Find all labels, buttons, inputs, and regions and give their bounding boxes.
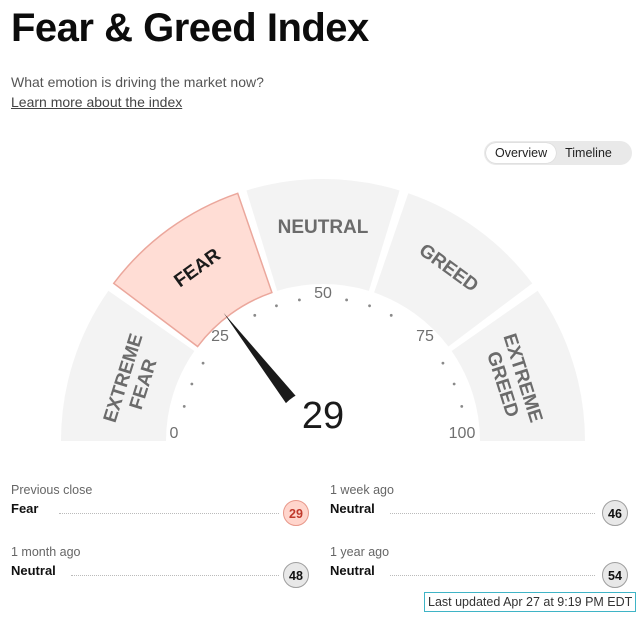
tick-dot xyxy=(460,405,464,408)
tick-dot xyxy=(452,382,456,386)
tick-dot xyxy=(441,361,445,365)
segment-fear xyxy=(112,192,273,348)
tick-dot xyxy=(368,304,371,308)
tick-dot xyxy=(275,304,278,308)
stat-previous-close: Previous close Fear 29 xyxy=(11,483,311,526)
stat-score-badge: 48 xyxy=(283,562,309,588)
stat-rating: Neutral xyxy=(330,501,375,516)
segment-greed xyxy=(374,193,533,347)
segment-neutral-label: NEUTRAL xyxy=(278,217,369,238)
page-subtitle: What emotion is driving the market now? xyxy=(11,74,264,90)
stat-label: 1 week ago xyxy=(330,483,394,497)
stat-leader-dots xyxy=(390,575,595,576)
tick-dot xyxy=(345,298,349,302)
overview-tab[interactable]: Overview xyxy=(486,143,557,163)
stat-1-month-ago: 1 month ago Neutral 48 xyxy=(11,545,311,588)
tick-dot xyxy=(389,313,393,317)
scale-label-0: 0 xyxy=(170,425,179,442)
fear-greed-gauge: EXTREMEFEARFEARNEUTRALGREEDEXTREMEGREED … xyxy=(61,178,585,450)
segment-neutral-label-line: NEUTRAL xyxy=(278,217,369,238)
stat-rating: Neutral xyxy=(11,563,56,578)
gauge-tick-dots xyxy=(182,298,464,408)
stat-rating: Fear xyxy=(11,501,39,516)
segment-extreme-greed xyxy=(451,290,585,441)
tick-dot xyxy=(190,382,194,386)
stat-score-badge: 54 xyxy=(602,562,628,588)
tick-dot xyxy=(253,313,257,317)
scale-label-25: 25 xyxy=(211,328,229,345)
last-updated-label: Last updated Apr 27 at 9:19 PM EDT xyxy=(424,592,636,612)
segment-extreme-fear xyxy=(61,290,195,441)
stat-label: 1 year ago xyxy=(330,545,390,559)
stat-score-badge: 29 xyxy=(283,500,309,526)
stat-leader-dots xyxy=(390,513,595,514)
stat-label: 1 month ago xyxy=(11,545,81,559)
stat-leader-dots xyxy=(71,575,279,576)
tick-dot xyxy=(297,298,301,302)
gauge-hub xyxy=(270,388,376,450)
scale-label-50: 50 xyxy=(314,285,332,302)
tick-dot xyxy=(201,361,205,365)
gauge-value: 29 xyxy=(302,395,344,437)
stat-1-week-ago: 1 week ago Neutral 46 xyxy=(330,483,630,526)
view-toggle: Overview Timeline xyxy=(484,141,632,165)
scale-label-100: 100 xyxy=(449,425,476,442)
timeline-tab[interactable]: Timeline xyxy=(565,146,612,160)
gauge-inner-area xyxy=(167,285,479,441)
tick-dot xyxy=(182,405,186,408)
stat-score-badge: 46 xyxy=(602,500,628,526)
stat-label: Previous close xyxy=(11,483,93,497)
segment-neutral xyxy=(246,178,400,291)
stat-rating: Neutral xyxy=(330,563,375,578)
learn-more-link[interactable]: Learn more about the index xyxy=(11,94,183,110)
stat-leader-dots xyxy=(59,513,279,514)
scale-label-75: 75 xyxy=(416,328,434,345)
page-title: Fear & Greed Index xyxy=(11,6,369,50)
stat-1-year-ago: 1 year ago Neutral 54 xyxy=(330,545,630,588)
